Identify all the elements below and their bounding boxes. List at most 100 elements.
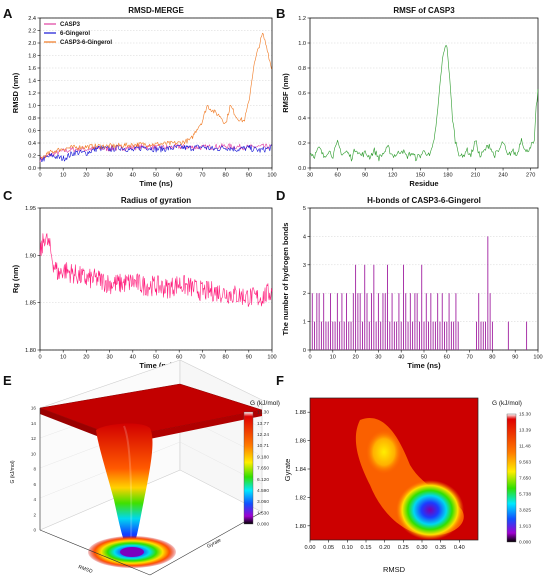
panel-letter-c: C	[3, 188, 13, 203]
y-tick-label: 0.2	[298, 141, 306, 147]
x-tick-label: 0.40	[454, 545, 465, 551]
x-tick-label: 80	[489, 355, 495, 361]
x-tick-label: 10	[60, 173, 66, 179]
y-tick-label: 0.0	[298, 166, 306, 172]
landscape-ylabel: Gyrate	[283, 459, 292, 482]
x-tick-label: 100	[267, 355, 276, 361]
colorbar-tick-label: 9.180	[257, 454, 269, 460]
z-tick-label: 4	[33, 497, 36, 502]
surface-zlabel: G (kJ/mol)	[10, 460, 16, 483]
colorbar-tick-label: 10.71	[257, 443, 269, 449]
y-tick-label: 1.8	[28, 54, 36, 60]
series-line-casp3-6-gingerol	[39, 32, 272, 159]
y-tick-label: 1.84	[295, 467, 306, 473]
y-tick-label: 0.8	[298, 66, 306, 72]
y-axis-label-b: RMSF (nm)	[281, 73, 290, 113]
x-tick-label: 90	[362, 173, 368, 179]
chart-title-b: RMSF of CASP3	[393, 6, 455, 15]
x-tick-label: 0	[308, 355, 311, 361]
x-tick-label: 40	[398, 355, 404, 361]
y-tick-label: 2	[303, 291, 306, 297]
x-tick-label: 100	[267, 173, 276, 179]
z-tick-label: 12	[31, 436, 37, 441]
x-tick-label: 180	[443, 173, 452, 179]
x-tick-label: 20	[83, 173, 89, 179]
x-tick-label: 50	[153, 173, 159, 179]
surface-colorbar-label: G (kJ/mol)	[250, 400, 280, 407]
x-tick-label: 0	[38, 355, 41, 361]
x-tick-label: 20	[352, 355, 358, 361]
x-tick-label: 90	[246, 173, 252, 179]
series-line-rmsf	[309, 44, 539, 162]
legend-entry: CASP3	[60, 22, 81, 28]
y-tick-label: 2.4	[28, 16, 36, 22]
x-tick-label: 60	[176, 173, 182, 179]
y-tick-label: 1.0	[298, 41, 306, 47]
colorbar-tick-label: 5.738	[519, 492, 531, 498]
colorbar-tick-label: 13.77	[257, 421, 269, 427]
z-tick-label: 10	[31, 451, 37, 456]
x-tick-label: 70	[466, 355, 472, 361]
x-tick-label: 60	[176, 355, 182, 361]
x-tick-label: 20	[83, 355, 89, 361]
chart-title-c: Radius of gyration	[121, 196, 191, 205]
x-tick-label: 80	[222, 173, 228, 179]
x-axis-label-a: Time (ns)	[139, 179, 173, 188]
x-tick-label: 0.15	[361, 545, 372, 551]
y-tick-label: 1.6	[28, 66, 36, 72]
z-tick-label: 0	[33, 528, 36, 533]
y-tick-label: 1.88	[295, 410, 306, 416]
y-tick-label: 1.80	[25, 348, 36, 354]
x-tick-label: 240	[498, 173, 507, 179]
colorbar-tick-label: 4.590	[257, 488, 269, 494]
colorbar-tick-label: 7.650	[519, 476, 531, 482]
y-tick-label: 2.0	[28, 41, 36, 47]
panel-letter-d: D	[276, 188, 285, 203]
chart-rmsf-casp3: RMSF of CASP3 30 60 90 120 150 180 210 240 270 0.0…	[281, 6, 539, 188]
x-tick-label: 0.00	[305, 545, 316, 551]
x-axis-label-c: Time (ns)	[139, 361, 173, 370]
y-tick-label: 1.2	[298, 16, 306, 22]
y-tick-label: 1.2	[28, 91, 36, 97]
surface-ylabel: Gyrate	[206, 537, 222, 549]
x-tick-label: 0	[38, 173, 41, 179]
x-tick-label: 30	[375, 355, 381, 361]
legend-entry: 6-Gingerol	[60, 31, 90, 37]
x-tick-label: 10	[330, 355, 336, 361]
y-axis-label-c: Rg (nm)	[11, 264, 20, 293]
landscape-basins	[355, 418, 464, 540]
y-tick-label: 1.0	[28, 104, 36, 110]
y-tick-label: 1.80	[295, 524, 306, 530]
x-axis-label-d: Time (ns)	[407, 361, 441, 370]
series-line-6-gingerol	[39, 144, 272, 162]
surface-plateau-edge-right	[120, 410, 262, 445]
y-tick-label: 1.4	[28, 79, 36, 85]
x-tick-label: 0.30	[417, 545, 428, 551]
y-tick-label: 0	[303, 348, 306, 354]
surface-floor-minimum	[120, 547, 144, 557]
y-tick-label: 5	[303, 206, 306, 212]
panel-letter-a: A	[3, 6, 13, 21]
chart-rmsd-merge: RMSD-MERGE 0 10 20 30 40 50 60 70 80 90 100 0.0 0.2 0.…	[11, 6, 277, 188]
x-tick-label: 0.35	[435, 545, 446, 551]
z-tick-label: 2	[33, 512, 36, 517]
y-tick-label: 1.85	[25, 301, 36, 307]
y-tick-label: 0.4	[298, 116, 306, 122]
z-tick-label: 14	[31, 421, 37, 426]
x-tick-label: 0.05	[323, 545, 334, 551]
x-tick-label: 30	[106, 355, 112, 361]
x-tick-label: 40	[130, 173, 136, 179]
colorbar-tick-label: 15.30	[257, 410, 269, 416]
colorbar-tick-label: 7.650	[257, 466, 269, 472]
panel-letter-f: F	[276, 373, 284, 388]
colorbar-tick-label: 11.48	[519, 444, 531, 450]
chart-free-energy-landscape: 0.00 0.05 0.10 0.15 0.20 0.25 0.30 0.35 0.40 1.80…	[283, 397, 531, 574]
colorbar-tick-label: 1.913	[519, 524, 531, 530]
y-tick-label: 1.95	[25, 206, 36, 212]
x-tick-label: 0.25	[398, 545, 409, 551]
x-tick-label: 120	[388, 173, 397, 179]
colorbar-tick-label: 1.530	[257, 510, 269, 516]
x-tick-label: 0.10	[342, 545, 353, 551]
